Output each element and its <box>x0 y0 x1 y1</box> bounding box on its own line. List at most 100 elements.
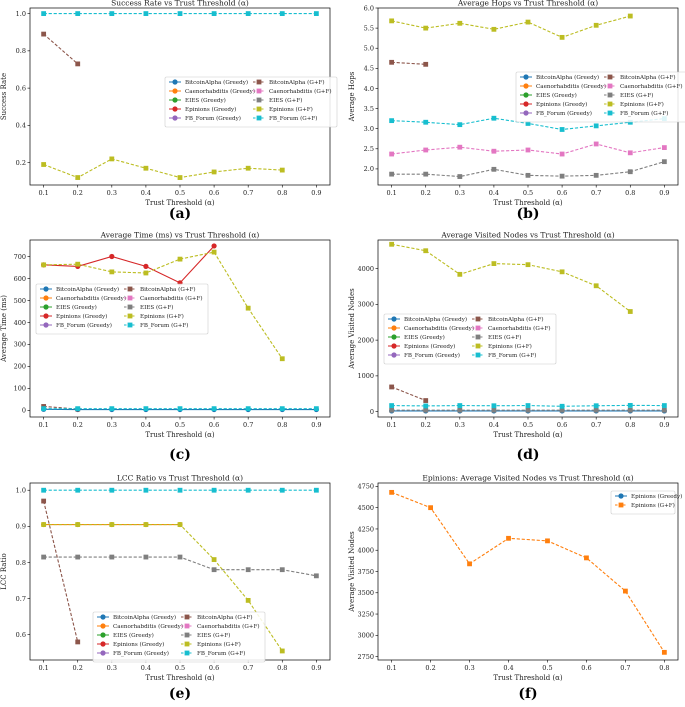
x-tick-label: 0.5 <box>175 421 185 429</box>
data-point <box>245 165 251 171</box>
series-line <box>43 33 79 65</box>
data-point <box>75 61 81 67</box>
data-point <box>423 403 429 409</box>
legend-marker <box>391 316 397 322</box>
data-point <box>279 406 285 412</box>
legend-label: BitcoinAlpha (G+F) <box>197 614 253 621</box>
data-point <box>457 20 463 26</box>
y-tick-label: 4000 <box>357 547 374 555</box>
series-10 <box>41 406 319 412</box>
y-tick-label: 0.8 <box>16 559 26 567</box>
data-point <box>389 18 395 24</box>
legend-label: BitcoinAlpha (G+F) <box>620 74 676 81</box>
series-8 <box>389 159 667 179</box>
legend-marker <box>127 322 133 328</box>
data-point <box>457 144 463 150</box>
panel-label: (a) <box>169 206 191 222</box>
x-tick-label: 0.8 <box>277 421 287 429</box>
x-axis-label: Trust Threshold (α) <box>493 431 563 439</box>
legend-label: FB_Forum (G+F) <box>197 650 246 657</box>
y-tick-label: 0.7 <box>16 595 26 603</box>
x-axis-label: Trust Threshold (α) <box>145 674 215 682</box>
x-tick-label: 0.1 <box>38 189 48 197</box>
x-axis-label: Trust Threshold (α) <box>145 199 215 207</box>
data-point <box>661 407 667 413</box>
data-point <box>75 639 81 645</box>
legend-marker <box>127 295 133 301</box>
data-point <box>245 406 251 412</box>
data-point <box>389 403 395 408</box>
data-point <box>143 270 149 276</box>
data-point <box>279 356 285 362</box>
data-point <box>389 59 395 65</box>
legend-marker <box>475 316 481 322</box>
x-tick-label: 0.9 <box>311 421 321 429</box>
legend-label: Caenorhabditis (Greedy) <box>113 623 183 630</box>
legend-marker <box>172 97 178 103</box>
data-point <box>313 487 319 493</box>
legend-marker <box>391 352 397 358</box>
data-point <box>559 403 565 409</box>
x-tick-label: 0.2 <box>421 189 431 197</box>
data-point <box>661 159 667 165</box>
legend-label: FB_Forum (Greedy) <box>536 110 592 117</box>
x-tick-label: 0.1 <box>386 664 396 672</box>
legend-marker <box>100 641 106 647</box>
x-tick-label: 0.7 <box>591 189 601 197</box>
data-point <box>41 487 47 493</box>
legend-marker <box>523 110 529 116</box>
y-tick-label: 2750 <box>357 653 374 661</box>
legend-marker <box>256 97 262 103</box>
chart-panel-e: LCC Ratio vs Trust Threshold (α) 0.1 0.2 0.… <box>0 474 331 702</box>
legend: BitcoinAlpha (Greedy) Caenorhabditis (Gre… <box>164 76 338 128</box>
x-tick-label: 0.9 <box>659 189 669 197</box>
data-point <box>627 13 633 19</box>
legend-marker <box>523 74 529 80</box>
legend-label: BitcoinAlpha (G+F) <box>488 316 544 323</box>
data-point <box>457 174 463 179</box>
legend-marker <box>523 101 529 107</box>
y-tick-label: 3750 <box>357 568 374 576</box>
y-tick-label: 0.6 <box>16 631 26 639</box>
legend-label: Epinions (Greedy) <box>536 101 587 108</box>
legend: BitcoinAlpha (Greedy) Caenorhabditis (Gre… <box>383 313 557 365</box>
legend-label: Epinions (G+F) <box>620 101 664 108</box>
y-axis-label: Average Hops <box>348 71 356 122</box>
data-point <box>457 271 463 277</box>
data-point <box>245 11 251 16</box>
series-line <box>43 245 215 284</box>
x-tick-label: 0.3 <box>455 189 465 197</box>
data-point <box>109 253 115 260</box>
data-point <box>279 487 285 493</box>
legend-label: Caenorhabditis (G+F) <box>140 295 203 302</box>
x-tick-label: 0.5 <box>523 189 533 197</box>
legend-marker <box>256 115 262 121</box>
data-point <box>177 256 183 262</box>
y-axis-label: Average Visited Nodes <box>348 288 356 370</box>
panel-label: (e) <box>169 686 191 702</box>
series-6 <box>41 31 81 67</box>
legend-label: BitcoinAlpha (G+F) <box>269 79 325 86</box>
data-point <box>423 147 429 153</box>
y-tick-label: 4500 <box>357 504 374 512</box>
data-point <box>41 406 47 412</box>
legend-label: BitcoinAlpha (G+F) <box>140 286 196 293</box>
legend-label: Caenorhabditis (Greedy) <box>185 88 255 95</box>
y-tick-label: 0 <box>370 408 374 416</box>
series-10 <box>41 11 319 16</box>
legend-marker <box>127 313 133 319</box>
y-tick-label: 4.5 <box>364 65 374 73</box>
legend-marker <box>100 650 106 656</box>
data-point <box>593 22 599 28</box>
legend-marker <box>391 334 397 340</box>
data-point <box>245 305 251 311</box>
data-point <box>75 261 81 267</box>
chart-title: Average Time (ms) vs Trust Threshold (α) <box>100 231 260 240</box>
legend-marker <box>256 88 262 94</box>
legend-marker <box>391 343 397 349</box>
series-10 <box>389 402 667 409</box>
data-point <box>245 487 251 493</box>
data-point <box>389 407 395 413</box>
x-tick-label: 0.3 <box>107 421 117 429</box>
